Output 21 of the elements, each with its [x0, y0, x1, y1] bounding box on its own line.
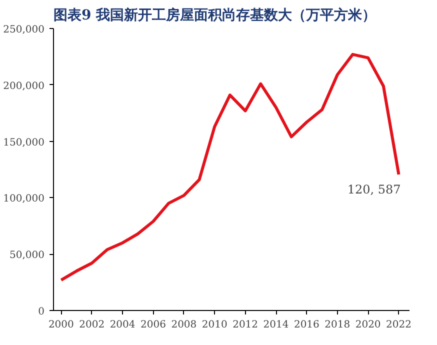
y-tick-label: 200,000	[3, 80, 45, 92]
x-tick-label: 2020	[355, 320, 381, 330]
y-tick-label: 150,000	[3, 137, 45, 148]
x-tick-label: 2022	[386, 320, 412, 330]
annotation: 120, 587	[347, 182, 401, 196]
x-tick-label: 2000	[48, 320, 74, 330]
x-tick-label: 2008	[171, 320, 197, 330]
y-tick-label: 100,000	[3, 194, 45, 205]
x-tick-label: 2016	[294, 320, 320, 330]
x-tick-label: 2012	[232, 320, 258, 330]
line-series	[60, 52, 400, 282]
x-tick-label: 2010	[202, 320, 228, 330]
x-tick-label: 2004	[110, 320, 136, 330]
x-tick-label: 2002	[79, 320, 105, 330]
chart-title: 图表9 我国新开工房屋面积尚存基数大（万平方米）	[54, 6, 376, 24]
x-tick-label: 2018	[324, 320, 350, 330]
x-tick-label: 2014	[263, 320, 289, 330]
y-tick-label: 0	[38, 306, 45, 318]
x-tick-label: 2006	[140, 320, 166, 330]
y-tick-label: 50,000	[10, 250, 45, 262]
y-tick-label: 250,000	[3, 24, 45, 36]
